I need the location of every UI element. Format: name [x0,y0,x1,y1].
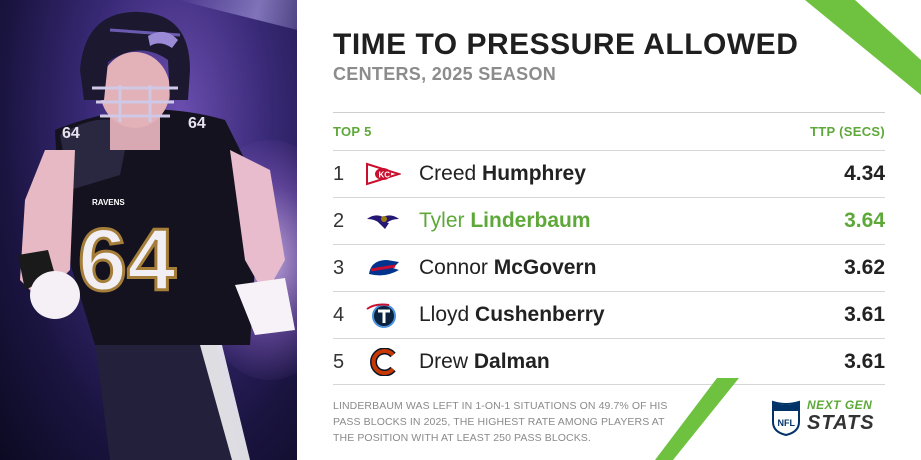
page-title: TIME TO PRESSURE ALLOWED [333,28,799,61]
footnote: LINDERBAUM WAS LEFT IN 1-ON-1 SITUATIONS… [333,400,668,444]
ttp-value: 3.62 [844,256,885,279]
player-name: Tyler Linderbaum [419,209,591,233]
svg-text:KC: KC [379,171,391,180]
ravens-logo-icon [367,215,399,229]
bears-logo-icon [370,348,396,376]
first-name: Drew [419,350,469,373]
brand-line2: STATS [807,412,875,434]
chiefs-logo-icon: KC [366,162,401,186]
table-row: 1 KC Creed Humphrey 4.34 [333,150,885,197]
svg-text:64: 64 [188,115,206,132]
rank: 5 [333,351,345,373]
svg-text:RAVENS: RAVENS [92,198,125,207]
nfl-shield-text: NFL [778,418,796,428]
content-panel: TIME TO PRESSURE ALLOWED CENTERS, 2025 S… [333,0,885,460]
first-name: Connor [419,256,488,279]
titans-logo-icon [366,303,396,328]
accent-stripe-bottom [655,378,739,460]
last-name: Humphrey [482,162,586,185]
nfl-shield-icon: NFL [772,400,800,436]
table-row: 3 Connor McGovern 3.62 [333,244,885,291]
player-name: Connor McGovern [419,256,596,280]
accent-stripe-top [805,0,921,95]
table-row: 4 Lloyd Cushenberry 3.61 [333,291,885,338]
table-row-highlighted: 2 Tyler Linderbaum 3.64 [333,197,885,244]
ttp-value: 4.34 [844,162,885,185]
player-photo: 64 RAVENS 64 64 [0,0,297,460]
rank: 3 [333,257,345,279]
table-row: 5 Drew Dalman 3.61 [333,338,885,385]
player-name: Lloyd Cushenberry [419,303,605,327]
rank: 4 [333,304,345,326]
ttp-value: 3.64 [844,209,885,232]
last-name: McGovern [493,256,597,279]
rank: 2 [333,210,345,232]
divider [333,112,885,113]
leaderboard-table: 1 KC Creed Humphrey 4.34 2 Tyler Linderb… [333,150,885,385]
last-name: Dalman [473,350,550,373]
svg-text:64: 64 [78,210,176,309]
first-name: Creed [419,162,477,185]
ttp-value: 3.61 [844,350,885,373]
brand-line1: NEXT GEN [807,398,873,412]
bills-logo-icon [369,260,399,276]
last-name: Linderbaum [470,209,591,232]
page-subtitle: CENTERS, 2025 SEASON [333,64,557,84]
player-figure: 64 RAVENS 64 64 [18,11,295,460]
brand-wordmark: NEXT GEN STATS [807,398,891,434]
first-name: Lloyd [419,303,470,326]
rank: 1 [333,163,345,185]
column-header-rank: TOP 5 [333,124,372,139]
first-name: Tyler [419,209,465,232]
last-name: Cushenberry [475,303,605,326]
player-name: Drew Dalman [419,350,550,374]
svg-text:64: 64 [62,125,80,142]
column-header-ttp: TTP (SECS) [810,124,885,139]
player-name: Creed Humphrey [419,162,586,186]
next-gen-stats-logo: NFL NEXT GEN STATS [771,398,891,438]
ttp-value: 3.61 [844,303,885,326]
